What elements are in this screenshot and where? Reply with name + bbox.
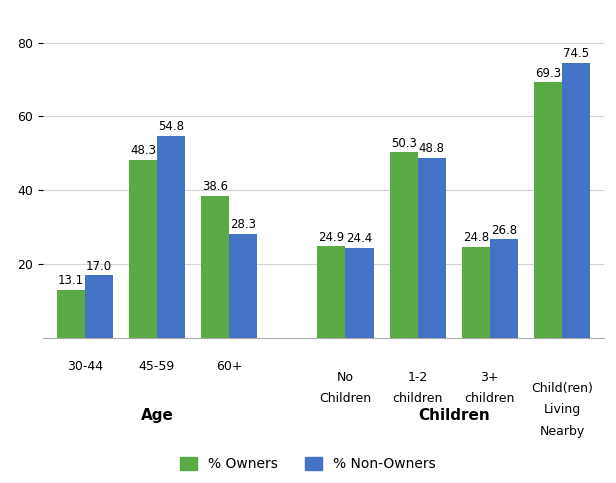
Text: 48.8: 48.8 [419,142,445,155]
Bar [317,246,346,338]
Legend: % Owners, % Non-Owners: % Owners, % Non-Owners [180,457,436,471]
Bar [389,152,418,338]
Text: No: No [337,371,354,384]
Bar [562,63,590,338]
Text: children: children [392,392,443,405]
Text: 3+: 3+ [480,371,499,384]
Text: 45-59: 45-59 [139,360,175,373]
Text: 1-2: 1-2 [408,371,428,384]
Text: 26.8: 26.8 [491,224,517,237]
Bar [462,246,490,338]
Bar [85,275,113,338]
Text: 50.3: 50.3 [391,137,416,150]
Text: 24.9: 24.9 [318,230,344,243]
Text: children: children [464,392,515,405]
Bar [201,196,229,338]
Text: 60+: 60+ [216,360,243,373]
Bar [57,290,85,338]
Bar [129,160,157,338]
Text: 17.0: 17.0 [86,260,112,273]
Text: 54.8: 54.8 [158,120,184,133]
Bar [534,82,562,338]
Text: 30-44: 30-44 [67,360,103,373]
Text: 48.3: 48.3 [130,144,156,157]
Bar [418,158,446,338]
Text: 24.4: 24.4 [346,232,373,245]
Text: Age: Age [140,408,174,423]
Text: 38.6: 38.6 [202,180,228,193]
Text: 13.1: 13.1 [58,274,84,287]
Text: 74.5: 74.5 [563,47,589,60]
Text: Living: Living [543,403,581,416]
Bar [157,136,185,338]
Text: Child(ren): Child(ren) [531,382,593,395]
Bar [490,239,518,338]
Text: 28.3: 28.3 [230,218,256,231]
Bar [229,234,257,338]
Text: 24.8: 24.8 [463,231,489,244]
Text: Children: Children [418,408,490,423]
Text: Children: Children [319,392,371,405]
Text: Nearby: Nearby [540,425,585,438]
Text: 69.3: 69.3 [535,67,561,80]
Bar [346,248,373,338]
